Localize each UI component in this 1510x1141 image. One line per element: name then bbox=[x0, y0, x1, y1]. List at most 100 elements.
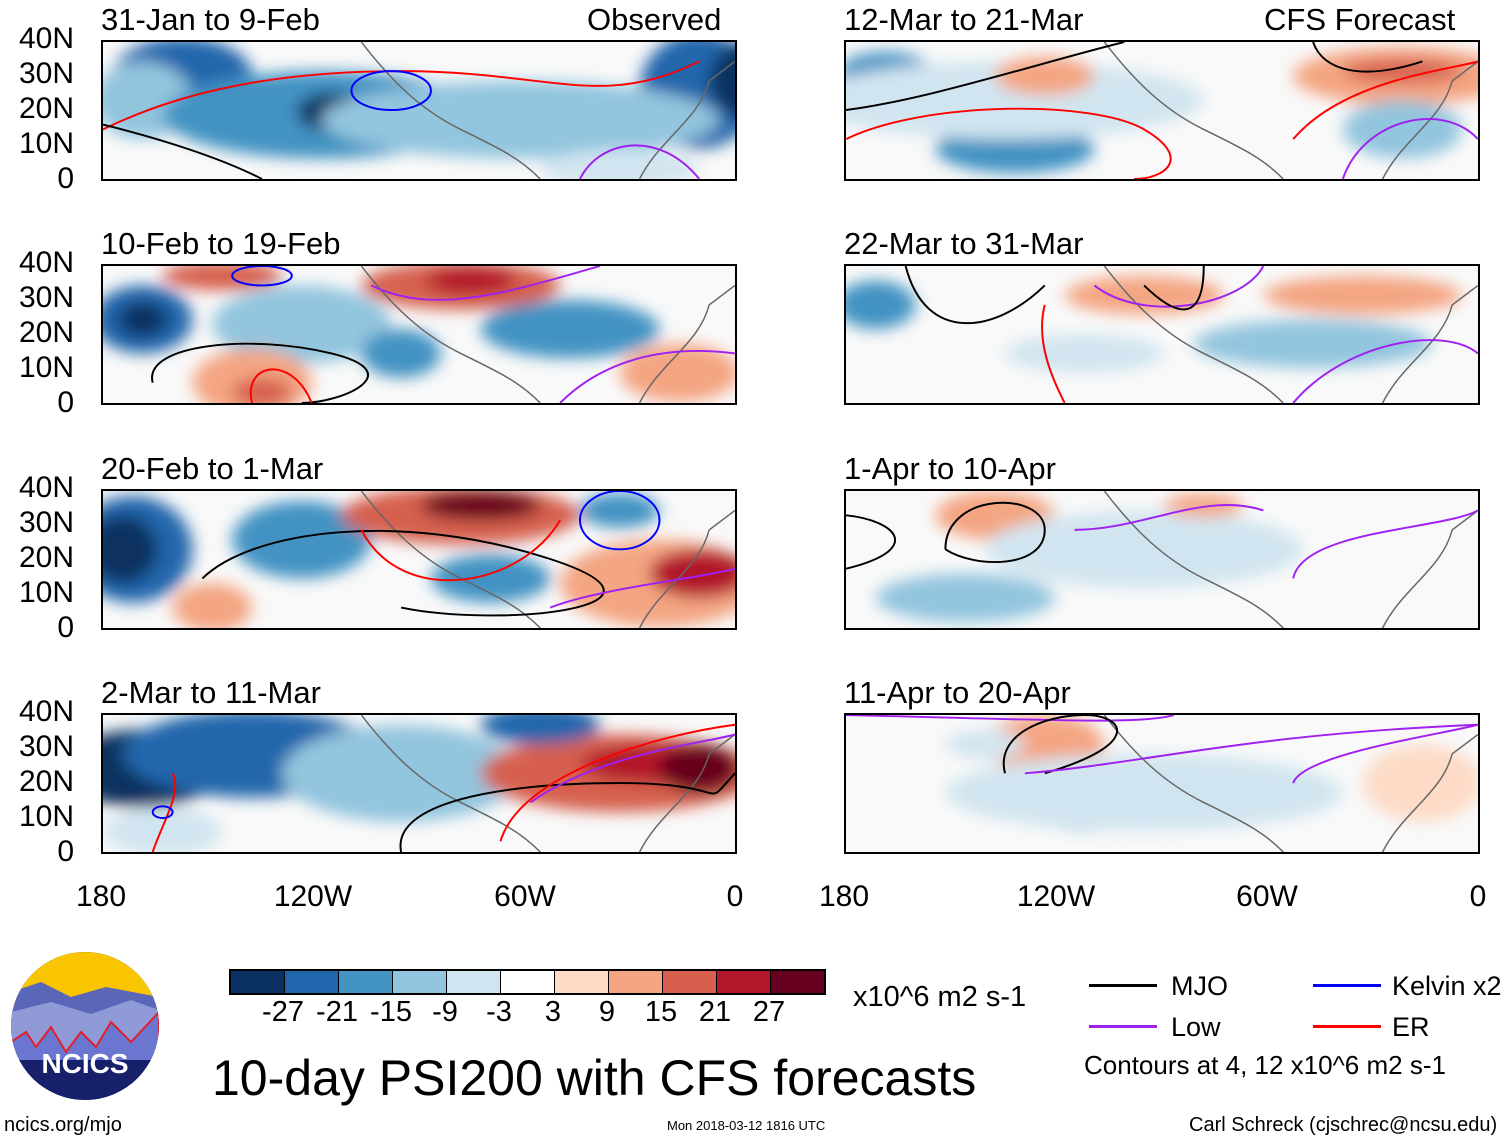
footer-url[interactable]: ncics.org/mjo bbox=[4, 1114, 122, 1136]
legend-label-low: Low bbox=[1171, 1012, 1221, 1042]
contour-line bbox=[360, 519, 561, 582]
contour-line bbox=[549, 567, 735, 609]
map-panel bbox=[844, 40, 1480, 181]
contour-line bbox=[1292, 339, 1478, 403]
lon-tick-label: 60W bbox=[494, 880, 556, 913]
lat-tick-label: 10N bbox=[18, 351, 74, 384]
lon-tick-label: 180 bbox=[75, 880, 127, 913]
anomaly-shading bbox=[1004, 334, 1164, 373]
panel-title: 11-Apr to 20-Apr bbox=[844, 675, 1071, 710]
legend-line-er bbox=[1313, 1025, 1381, 1028]
anomaly-shading bbox=[232, 500, 372, 579]
contour-line bbox=[370, 266, 601, 301]
colorbar-swatch bbox=[447, 971, 501, 993]
contour-line bbox=[846, 715, 1175, 722]
colorbar-label: 3 bbox=[544, 996, 562, 1028]
panel-title: 2-Mar to 11-Mar bbox=[101, 675, 321, 710]
contour-line bbox=[846, 107, 1172, 179]
anomaly-shading bbox=[103, 515, 158, 584]
anomaly-shading bbox=[117, 301, 168, 337]
lon-tick-label: 60W bbox=[1236, 880, 1298, 913]
coastline bbox=[360, 715, 735, 852]
colorbar-swatch bbox=[663, 971, 717, 993]
anomaly-shading bbox=[1342, 100, 1463, 159]
contour-line bbox=[1312, 42, 1423, 73]
lat-tick-label: 10N bbox=[18, 127, 74, 160]
panel-title: 31-Jan to 9-Feb bbox=[101, 2, 320, 37]
lat-tick-label: 20N bbox=[18, 92, 74, 125]
anomaly-shading bbox=[232, 377, 292, 403]
logo-text: NCICS bbox=[41, 1048, 129, 1079]
contours-note: Contours at 4, 12 x10^6 m2 s-1 bbox=[1084, 1050, 1446, 1080]
contour-line bbox=[231, 266, 293, 287]
cfs-forecast-label: CFS Forecast bbox=[1264, 2, 1456, 37]
lat-tick-label: 0 bbox=[57, 611, 74, 644]
colorbar-swatch bbox=[231, 971, 285, 993]
panel-title: 20-Feb to 1-Mar bbox=[101, 451, 324, 486]
colorbar-units: x10^6 m2 s-1 bbox=[853, 981, 1027, 1013]
contour-line bbox=[249, 368, 313, 403]
footer-timestamp: Mon 2018-03-12 1816 UTC bbox=[667, 1118, 826, 1133]
lat-tick-label: 20N bbox=[18, 316, 74, 349]
contour-line bbox=[1041, 304, 1066, 403]
lat-tick-label: 40N bbox=[18, 471, 74, 504]
lat-tick-label: 20N bbox=[18, 541, 74, 574]
anomaly-shading bbox=[659, 744, 735, 793]
lon-tick-label: 0 bbox=[726, 880, 744, 913]
anomaly-shading bbox=[875, 573, 1055, 623]
contour-line bbox=[399, 772, 735, 852]
anomaly-shading bbox=[945, 729, 1025, 759]
map-panel bbox=[101, 489, 737, 630]
coastline bbox=[360, 266, 735, 403]
colorbar-label: -9 bbox=[432, 996, 458, 1028]
colorbar bbox=[229, 969, 826, 995]
coastline bbox=[1103, 491, 1478, 628]
contour-line bbox=[1143, 266, 1205, 311]
anomaly-shading bbox=[1342, 59, 1463, 83]
colorbar-label: -3 bbox=[486, 996, 512, 1028]
lat-tick-label: 10N bbox=[18, 576, 74, 609]
anomaly-shading bbox=[540, 148, 700, 179]
anomaly-shading bbox=[361, 329, 441, 378]
anomaly-shading bbox=[1193, 319, 1433, 369]
lat-tick-label: 30N bbox=[18, 57, 74, 90]
map-panel bbox=[101, 40, 737, 181]
anomaly-shading bbox=[975, 134, 1055, 164]
contour-line bbox=[944, 501, 1046, 564]
contour-line bbox=[1074, 504, 1264, 531]
contour-line bbox=[151, 805, 174, 819]
contour-line bbox=[559, 350, 735, 403]
panel-title: 12-Mar to 21-Mar bbox=[844, 2, 1084, 37]
contour-line bbox=[1024, 723, 1478, 775]
coastline bbox=[1103, 715, 1478, 852]
panel-title: 1-Apr to 10-Apr bbox=[844, 451, 1056, 486]
coastline bbox=[1103, 266, 1478, 403]
contour-line bbox=[1093, 266, 1265, 308]
lat-tick-label: 20N bbox=[18, 765, 74, 798]
contour-line bbox=[578, 491, 661, 551]
lat-tick-label: 10N bbox=[18, 800, 74, 833]
anomaly-shading bbox=[480, 715, 600, 745]
anomaly-shading bbox=[1263, 275, 1463, 315]
legend-line-low bbox=[1089, 1025, 1157, 1028]
colorbar-swatch bbox=[285, 971, 339, 993]
contour-line bbox=[151, 342, 369, 403]
contour-line bbox=[1341, 118, 1478, 179]
contour-line bbox=[1292, 60, 1478, 140]
coastline bbox=[360, 491, 735, 628]
colorbar-swatch bbox=[555, 971, 609, 993]
coastline bbox=[1103, 42, 1478, 179]
colorbar-swatch bbox=[393, 971, 447, 993]
lon-tick-label: 0 bbox=[1469, 880, 1487, 913]
anomaly-shading bbox=[945, 753, 1343, 832]
lat-tick-label: 0 bbox=[57, 835, 74, 868]
map-panel bbox=[844, 264, 1480, 405]
contour-line bbox=[529, 733, 735, 804]
lat-tick-label: 40N bbox=[18, 22, 74, 55]
contour-line bbox=[846, 514, 897, 570]
legend-label-er: ER bbox=[1392, 1012, 1430, 1042]
colorbar-label: 15 bbox=[644, 996, 678, 1028]
map-panel bbox=[844, 489, 1480, 630]
anomaly-shading bbox=[103, 807, 223, 852]
